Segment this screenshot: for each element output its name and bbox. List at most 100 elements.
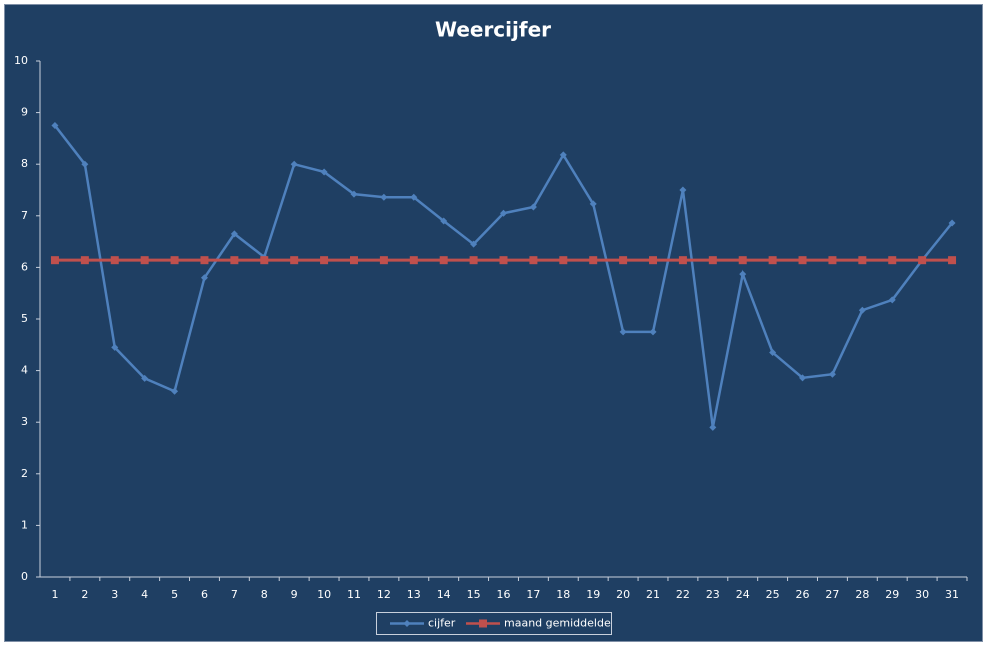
x-tick-label: 3 [111, 588, 118, 601]
chart-title: Weercijfer [435, 18, 551, 42]
point-marker [888, 256, 897, 265]
x-tick-label: 21 [646, 588, 660, 601]
point-marker [828, 256, 837, 265]
point-marker [649, 328, 657, 336]
x-tick-label: 20 [616, 588, 630, 601]
point-marker [479, 619, 487, 628]
point-marker [50, 256, 59, 265]
point-marker [828, 370, 836, 378]
point-marker [80, 256, 89, 265]
y-tick-label: 5 [21, 312, 28, 325]
point-marker [708, 256, 717, 265]
point-marker [170, 256, 179, 265]
point-marker [439, 256, 448, 265]
x-tick-label: 28 [855, 588, 869, 601]
x-tick-label: 15 [467, 588, 481, 601]
point-marker [500, 209, 507, 217]
point-marker [619, 256, 628, 265]
y-tick-label: 8 [21, 157, 28, 170]
point-marker [858, 256, 867, 265]
point-marker [470, 240, 478, 248]
point-marker [320, 256, 329, 265]
x-tick-label: 30 [915, 588, 929, 601]
point-marker [141, 374, 149, 382]
point-marker [380, 193, 388, 201]
x-tick-label: 31 [945, 588, 959, 601]
x-tick-label: 17 [526, 588, 540, 601]
y-tick-label: 10 [14, 54, 28, 67]
x-tick-label: 12 [377, 588, 391, 601]
point-marker [798, 256, 807, 265]
point-marker [768, 256, 777, 265]
x-tick-label: 9 [291, 588, 298, 601]
legend-label: cijfer [428, 617, 456, 630]
x-tick-label: 13 [407, 588, 421, 601]
point-marker [51, 122, 59, 129]
x-tick-label: 22 [676, 588, 690, 601]
point-marker [679, 186, 687, 194]
x-tick-label: 18 [556, 588, 570, 601]
point-marker [649, 256, 658, 265]
point-marker [619, 328, 627, 336]
point-marker [799, 374, 807, 382]
point-marker [403, 620, 411, 627]
point-marker [290, 160, 298, 168]
point-marker [200, 256, 209, 265]
y-tick-label: 6 [21, 260, 28, 273]
x-tick-label: 19 [586, 588, 600, 601]
point-marker [349, 256, 358, 265]
point-marker [171, 387, 179, 395]
point-marker [230, 256, 239, 265]
y-tick-label: 0 [21, 570, 28, 583]
point-marker [918, 256, 927, 265]
x-tick-label: 27 [825, 588, 839, 601]
x-tick-label: 10 [317, 588, 331, 601]
x-tick-label: 5 [171, 588, 178, 601]
x-tick-label: 14 [437, 588, 451, 601]
point-marker [678, 256, 687, 265]
point-marker [111, 343, 119, 351]
x-tick-label: 6 [201, 588, 208, 601]
chart-area [4, 4, 983, 642]
point-marker [499, 256, 508, 265]
y-tick-label: 1 [21, 518, 28, 531]
point-marker [440, 217, 448, 225]
x-tick-label: 2 [81, 588, 88, 601]
x-tick-label: 1 [51, 588, 58, 601]
legend-label: maand gemiddelde [504, 617, 611, 630]
x-tick-label: 25 [766, 588, 780, 601]
x-tick-label: 23 [706, 588, 720, 601]
x-tick-label: 4 [141, 588, 148, 601]
x-tick-label: 7 [231, 588, 238, 601]
point-marker [140, 256, 149, 265]
y-tick-label: 3 [21, 415, 28, 428]
point-marker [559, 151, 567, 159]
point-marker [320, 168, 328, 176]
x-tick-label: 8 [261, 588, 268, 601]
legend-box [376, 612, 612, 635]
point-marker [589, 200, 597, 208]
y-tick-label: 9 [21, 106, 28, 119]
point-marker [589, 256, 598, 265]
point-marker [769, 349, 777, 357]
point-marker [350, 190, 358, 198]
y-tick-label: 7 [21, 209, 28, 222]
point-marker [559, 256, 568, 265]
point-marker [948, 256, 957, 265]
x-tick-label: 26 [796, 588, 810, 601]
point-marker [948, 219, 956, 227]
point-marker [888, 296, 896, 304]
point-marker [529, 256, 538, 265]
point-marker [290, 256, 299, 265]
point-marker [529, 203, 537, 211]
point-marker [738, 256, 747, 265]
point-marker [469, 256, 478, 265]
x-tick-label: 16 [497, 588, 511, 601]
point-marker [110, 256, 119, 265]
point-marker [409, 256, 418, 265]
point-marker [200, 274, 208, 282]
point-marker [410, 193, 418, 201]
y-tick-label: 4 [21, 364, 28, 377]
